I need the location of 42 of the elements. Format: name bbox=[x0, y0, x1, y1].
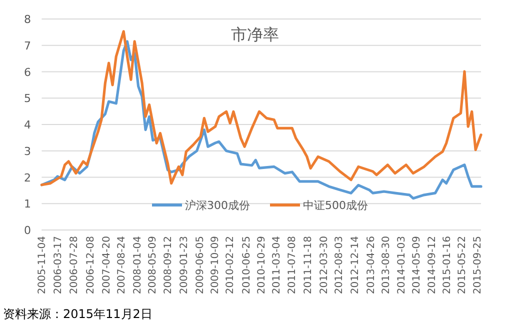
y-tick-label: 7 bbox=[24, 39, 31, 52]
y-tick-label: 3 bbox=[24, 144, 31, 158]
y-tick-label: 4 bbox=[24, 118, 31, 132]
x-tick-label: 2015-05-22 bbox=[457, 236, 468, 294]
x-tick-label: 2015-01-16 bbox=[442, 236, 453, 294]
x-tick-label: 2012-12-14 bbox=[350, 236, 362, 294]
x-tick-label: 2007-04-20 bbox=[101, 236, 112, 294]
x-tick-label: 2013-04-26 bbox=[366, 236, 378, 294]
x-tick-label: 2011-03-04 bbox=[272, 236, 283, 294]
x-tick-label: 2009-01-23 bbox=[178, 236, 190, 294]
x-tick-label: 2006-12-08 bbox=[85, 236, 96, 294]
legend-label: 中证500成份 bbox=[303, 199, 368, 212]
x-tick-label: 2008-01-04 bbox=[132, 236, 144, 294]
legend-label: 沪深300成份 bbox=[185, 199, 250, 212]
y-tick-label: 0 bbox=[24, 224, 31, 237]
y-tick-label: 6 bbox=[24, 66, 31, 79]
x-tick-label: 2010-06-25 bbox=[241, 236, 252, 294]
x-tick-label: 2014-05-09 bbox=[412, 236, 423, 294]
x-tick-label: 2008-09-12 bbox=[162, 236, 174, 294]
x-tick-label: 2005-11-04 bbox=[37, 236, 48, 294]
x-tick-label: 2013-08-30 bbox=[381, 236, 392, 294]
x-tick-label: 2011-11-18 bbox=[302, 236, 314, 294]
x-tick-label: 2014-09-12 bbox=[426, 236, 438, 294]
x-tick-label: 2008-05-09 bbox=[148, 236, 159, 294]
x-tick-label: 2007-08-24 bbox=[116, 236, 128, 294]
x-tick-label: 2006-03-17 bbox=[53, 236, 64, 294]
title: 市净率 bbox=[231, 25, 279, 44]
x-tick-label: 2011-07-08 bbox=[286, 236, 298, 294]
y-tick-label: 5 bbox=[24, 92, 31, 106]
y-tick-label: 2 bbox=[24, 171, 31, 184]
x-tick-label: 2012-03-30 bbox=[318, 236, 330, 294]
x-tick-label: 2015-09-25 bbox=[472, 236, 484, 294]
y-tick-label: 1 bbox=[24, 198, 31, 211]
x-tick-label: 2009-06-05 bbox=[194, 236, 206, 294]
x-tick-label: 2012-08-03 bbox=[334, 236, 345, 294]
x-tick-label: 2014-01-03 bbox=[396, 236, 408, 294]
x-tick-label: 2010-10-29 bbox=[256, 236, 268, 294]
y-tick-label: 8 bbox=[24, 13, 31, 26]
x-tick-label: 2010-02-12 bbox=[225, 236, 236, 294]
x-tick-label: 2009-10-09 bbox=[210, 236, 222, 294]
annotation: 资料来源：2015年11月2日 bbox=[3, 307, 152, 321]
x-tick-label: 2006-07-28 bbox=[69, 236, 80, 294]
